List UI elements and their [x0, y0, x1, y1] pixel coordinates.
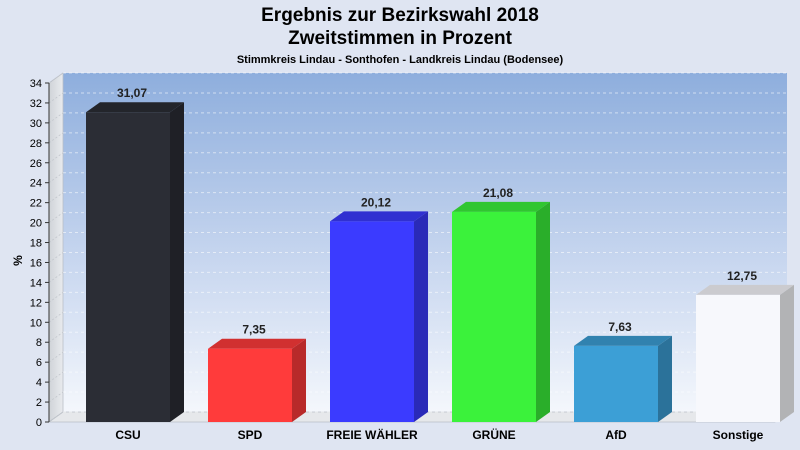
gridline-wall — [48, 232, 64, 243]
y-tick-label: 4 — [36, 377, 42, 389]
gridline-wall — [48, 391, 64, 403]
y-tick-label: 0 — [36, 417, 42, 429]
bar-side — [780, 284, 794, 422]
gridline-wall — [48, 112, 64, 124]
y-tick-label: 20 — [30, 218, 42, 230]
bar-top — [696, 284, 794, 295]
bar-top — [330, 211, 428, 222]
bar-value-label: 31,07 — [117, 86, 147, 100]
y-tick-label: 22 — [30, 198, 42, 210]
bar-freie-w-hler — [330, 211, 428, 422]
gridline-wall — [48, 132, 64, 144]
gridline-wall — [48, 212, 64, 223]
bar-side — [658, 335, 672, 422]
bar-value-label: 7,35 — [242, 323, 266, 337]
x-tick-label: FREIE WÄHLER — [326, 427, 418, 442]
y-tick-label: 10 — [30, 317, 42, 329]
bar-gr-ne — [452, 201, 550, 422]
y-tick-label: 6 — [36, 357, 42, 369]
bar-side — [170, 102, 184, 423]
x-tick-label: GRÜNE — [472, 427, 515, 442]
x-tick-label: AfD — [605, 428, 627, 442]
y-tick-label: 16 — [30, 257, 42, 269]
bar-csu — [86, 102, 184, 423]
gridline-wall — [48, 411, 64, 423]
bar-top — [452, 201, 550, 212]
bar-front — [208, 348, 292, 422]
gridline-wall — [48, 72, 64, 84]
bar-afd — [574, 335, 672, 422]
gridline-wall — [48, 92, 64, 104]
gridline-wall — [48, 152, 64, 164]
bar-value-label: 21,08 — [483, 186, 513, 200]
y-tick-label: 24 — [30, 178, 42, 190]
bar-spd — [208, 338, 306, 422]
y-tick-label: 26 — [30, 158, 42, 170]
y-tick-label: 34 — [30, 78, 42, 90]
bar-value-label: 12,75 — [727, 269, 757, 283]
bar-front — [86, 112, 170, 423]
y-tick-label: 14 — [30, 277, 42, 289]
y-tick-label: 32 — [30, 98, 42, 110]
bar-side — [414, 211, 428, 422]
bar-side — [292, 338, 306, 422]
gridline-wall — [48, 172, 64, 184]
chart-subsubtitle: Stimmkreis Lindau - Sonthofen - Landkrei… — [236, 54, 564, 66]
gridline-wall — [48, 311, 64, 323]
y-tick-label: 12 — [30, 297, 42, 309]
bar-top — [574, 335, 672, 346]
bar-front — [452, 211, 536, 422]
y-axis-label: % — [11, 255, 25, 266]
x-tick-label: SPD — [238, 428, 263, 442]
chart-title-block: Ergebnis zur Bezirkswahl 2018 Zweitstimm… — [0, 4, 800, 68]
chart-title: Ergebnis zur Bezirkswahl 2018 — [261, 5, 539, 26]
gridline-wall — [48, 371, 64, 383]
x-tick-label: CSU — [115, 428, 140, 442]
bar-value-label: 7,63 — [608, 320, 632, 334]
gridline-wall — [48, 192, 64, 203]
bar-value-label: 20,12 — [361, 195, 391, 209]
chart-subtitle: Zweitstimmen in Prozent — [288, 28, 512, 49]
gridline-wall — [48, 331, 64, 343]
bar-sonstige — [696, 284, 794, 422]
bar-side — [536, 201, 550, 422]
x-tick-label: Sonstige — [713, 428, 764, 442]
bar-top — [86, 102, 184, 113]
bar-front — [696, 294, 780, 422]
y-tick-label: 18 — [30, 238, 42, 250]
gridline-wall — [48, 292, 64, 303]
gridline-wall — [48, 272, 64, 283]
bar-top — [208, 338, 306, 349]
bar-front — [330, 221, 414, 422]
gridline-wall — [48, 351, 64, 363]
bar-front — [574, 345, 658, 422]
y-tick-label: 8 — [36, 337, 42, 349]
plot-side-wall — [48, 72, 64, 423]
y-tick-label: 28 — [30, 138, 42, 150]
y-tick-label: 2 — [36, 397, 42, 409]
y-tick-label: 30 — [30, 118, 42, 130]
gridline-wall — [48, 252, 64, 263]
